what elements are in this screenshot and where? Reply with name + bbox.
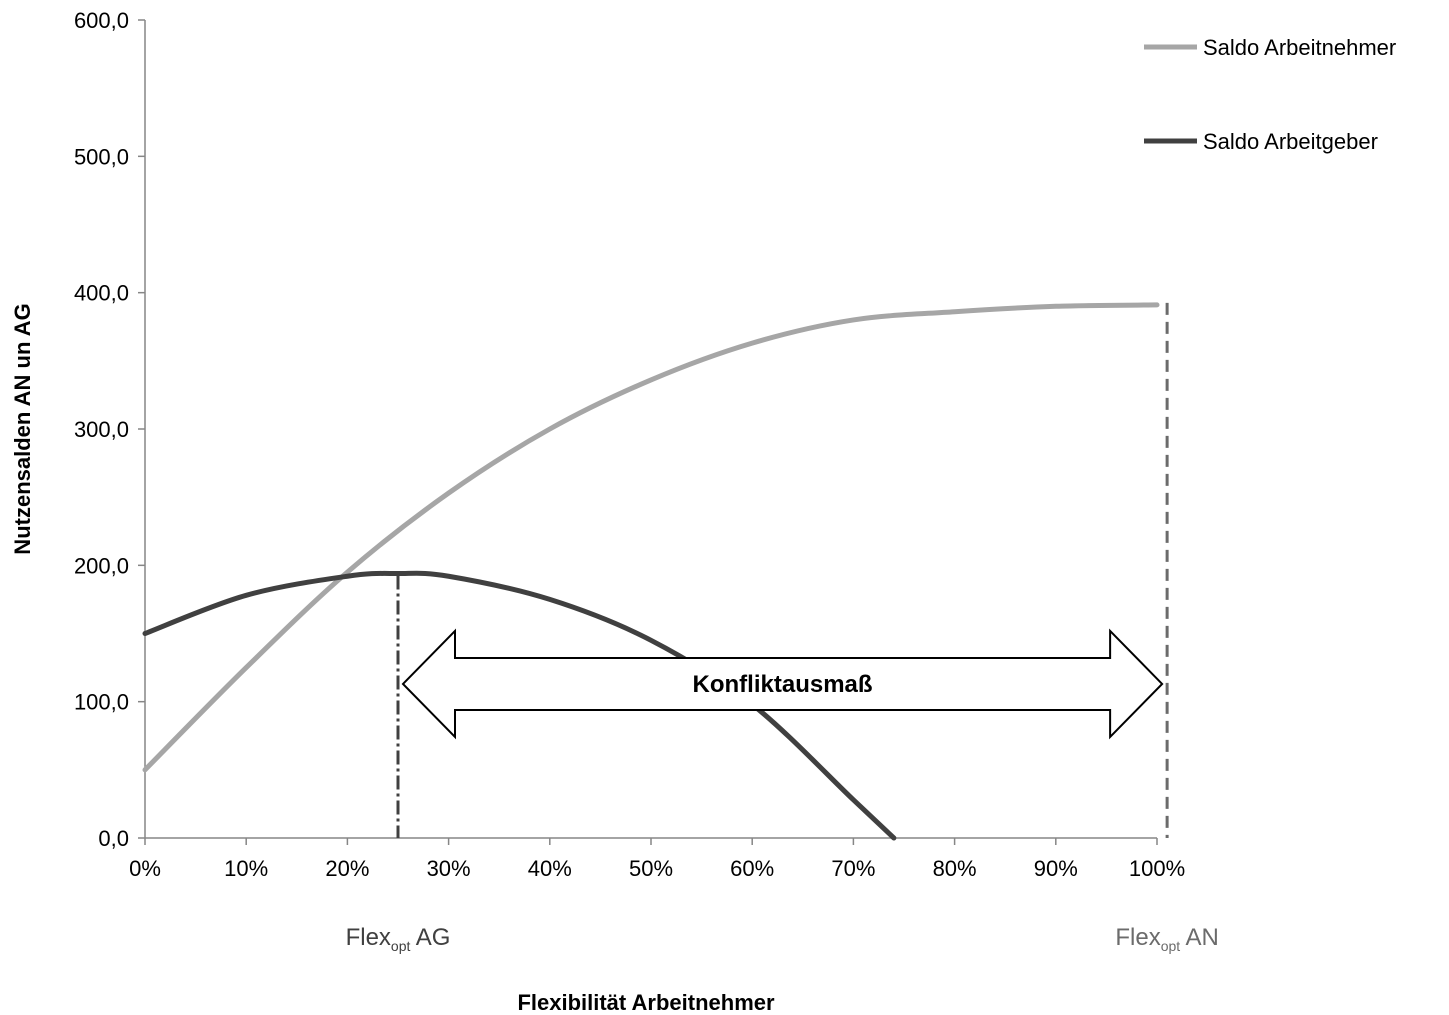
y-tick-label: 200,0: [74, 553, 129, 578]
series-line-saldo-arbeitgeber: [142, 570, 897, 841]
series-line-saldo-arbeitnehmer: [142, 302, 1160, 773]
y-tick-label: 500,0: [74, 144, 129, 169]
y-tick-label: 100,0: [74, 690, 129, 715]
x-tick-label: 90%: [1034, 856, 1078, 881]
flex-opt-ag-label: Flexopt AG: [346, 924, 451, 954]
x-tick-label: 80%: [933, 856, 977, 881]
series-group: [142, 302, 1160, 841]
x-tick-label: 0%: [129, 856, 161, 881]
conflict-arrow-shape: [401, 628, 1164, 740]
x-tick-label: 30%: [427, 856, 471, 881]
y-tick-label: 0,0: [98, 826, 129, 851]
y-tick-label: 600,0: [74, 8, 129, 33]
y-axis-title: Nutzensalden AN un AG: [10, 303, 35, 554]
x-tick-label: 40%: [528, 856, 572, 881]
marker-group: Flexopt AG Flexopt AN: [346, 302, 1219, 954]
y-tick-label: 400,0: [74, 281, 129, 306]
x-tick-label: 50%: [629, 856, 673, 881]
x-tick-label: 100%: [1129, 856, 1185, 881]
legend: Saldo Arbeitnehmer Saldo Arbeitgeber: [1144, 35, 1396, 154]
axes: 0,0 100,0 200,0 300,0 400,0 500,0 600,0 0% 10% 20…: [74, 8, 1185, 881]
legend-saldo-arbeitgeber-label: Saldo Arbeitgeber: [1203, 129, 1378, 154]
flex-opt-an-label: Flexopt AN: [1115, 924, 1219, 954]
x-axis-title: Flexibilität Arbeitnehmer: [517, 990, 775, 1015]
conflict-arrow-label: Konfliktausmaß: [693, 671, 873, 698]
x-tick-label: 60%: [730, 856, 774, 881]
x-tick-label: 70%: [831, 856, 875, 881]
y-tick-label: 300,0: [74, 417, 129, 442]
x-tick-label: 10%: [224, 856, 268, 881]
legend-saldo-arbeitnehmer-label: Saldo Arbeitnehmer: [1203, 35, 1396, 60]
x-tick-label: 20%: [325, 856, 369, 881]
conflict-arrow-group: Konfliktausmaß: [401, 628, 1164, 740]
